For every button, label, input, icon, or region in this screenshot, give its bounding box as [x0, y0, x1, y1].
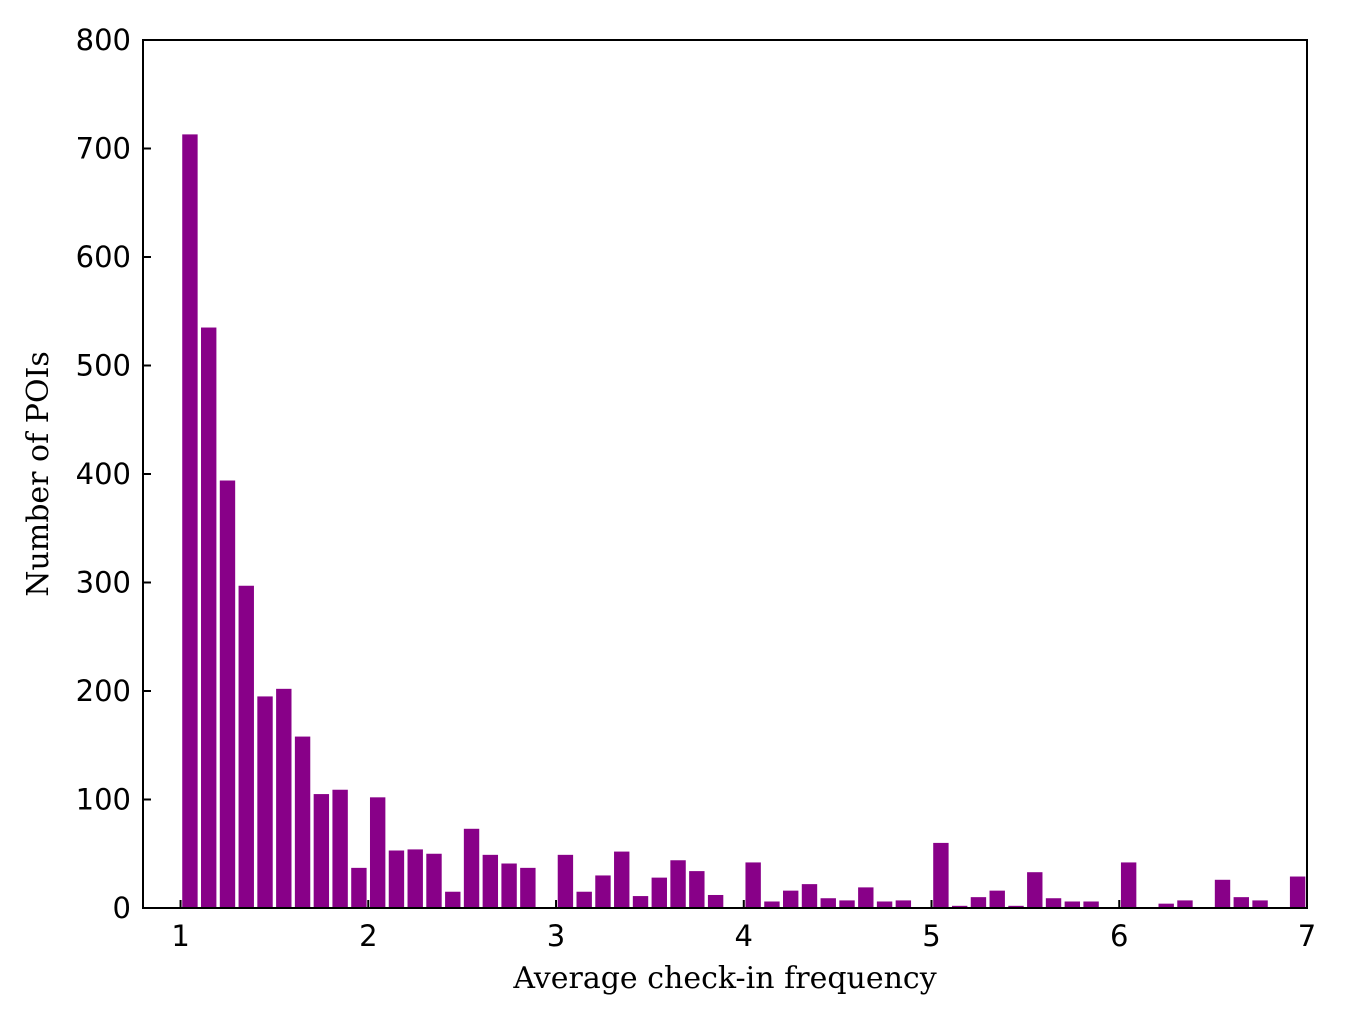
x-tick-label: 5 — [922, 919, 940, 953]
histogram-bar — [1045, 898, 1062, 908]
histogram-bar — [313, 794, 330, 908]
histogram-bar — [689, 871, 705, 908]
histogram-bar — [783, 890, 799, 908]
histogram-bar — [614, 851, 630, 908]
y-tick-label: 300 — [76, 566, 131, 600]
x-tick-label: 2 — [359, 919, 377, 953]
histogram-bar — [1120, 862, 1137, 908]
histogram-bar — [951, 905, 968, 908]
histogram-bar — [632, 896, 649, 908]
histogram-bar — [182, 134, 198, 908]
histogram-bar — [257, 696, 273, 908]
x-tick-label: 7 — [1298, 919, 1316, 953]
histogram-bar — [576, 891, 592, 908]
y-tick-label: 600 — [76, 240, 131, 274]
histogram-bar — [557, 854, 574, 908]
histogram-bar — [426, 853, 442, 908]
histogram-bar — [407, 849, 423, 908]
y-tick-label: 400 — [76, 457, 131, 491]
y-tick-label: 700 — [76, 132, 131, 166]
x-axis-label: Average check-in frequency — [512, 961, 936, 996]
histogram-bar — [670, 860, 686, 908]
histogram-bar — [1252, 900, 1268, 908]
y-tick-label: 100 — [76, 783, 131, 817]
y-tick-label: 800 — [76, 23, 131, 57]
histogram-bar — [707, 894, 724, 908]
y-tick-label: 500 — [76, 349, 131, 383]
x-tick-label: 1 — [171, 919, 189, 953]
histogram-bar — [1289, 876, 1306, 908]
histogram-bar — [201, 327, 217, 908]
y-tick-label: 200 — [76, 674, 131, 708]
histogram-bar — [858, 887, 874, 908]
x-tick-label: 3 — [547, 919, 565, 953]
histogram-bar — [1177, 900, 1193, 908]
x-tick-label: 6 — [1110, 919, 1128, 953]
y-tick-label: 0 — [113, 891, 131, 925]
histogram-bar — [801, 884, 818, 908]
y-axis-label: Number of POIs — [21, 351, 56, 597]
histogram-bar — [276, 688, 292, 908]
histogram-bar — [1158, 903, 1174, 908]
histogram-bar — [351, 867, 367, 908]
histogram-bar — [970, 897, 987, 908]
histogram-bar — [501, 863, 517, 908]
histogram-bar — [388, 850, 405, 908]
histogram-bar — [482, 854, 499, 908]
histogram-bar — [764, 901, 780, 908]
histogram-bar — [839, 900, 855, 908]
histogram-bar — [989, 890, 1005, 908]
histogram-bar — [1233, 897, 1249, 908]
histogram-bar — [1214, 879, 1231, 908]
histogram-bar — [895, 900, 912, 908]
histogram-bar — [463, 828, 480, 908]
histogram-bar — [876, 901, 893, 908]
x-tick-label: 4 — [735, 919, 753, 953]
bars-group — [182, 134, 1306, 908]
histogram-bar — [332, 789, 348, 908]
histogram-bar — [651, 877, 667, 908]
histogram-bar — [1027, 872, 1043, 908]
histogram-bar — [1083, 901, 1099, 908]
histogram-bar — [1008, 905, 1024, 908]
histogram-bar — [595, 875, 611, 908]
histogram-bar — [933, 842, 949, 908]
histogram-bar — [238, 585, 254, 908]
histogram-bar — [369, 797, 386, 908]
histogram-bar — [445, 891, 461, 908]
histogram-bar — [745, 862, 761, 908]
histogram-bar — [520, 867, 536, 908]
ticks-group: 1 2 3 4 5 6 7 0 100 200 300 400 500 600 700 800 — [76, 23, 1317, 953]
histogram-bar — [219, 480, 236, 908]
histogram-bar — [820, 898, 836, 908]
plot-frame — [142, 39, 1308, 909]
histogram-bar — [1064, 901, 1081, 908]
histogram-bar — [294, 736, 311, 908]
